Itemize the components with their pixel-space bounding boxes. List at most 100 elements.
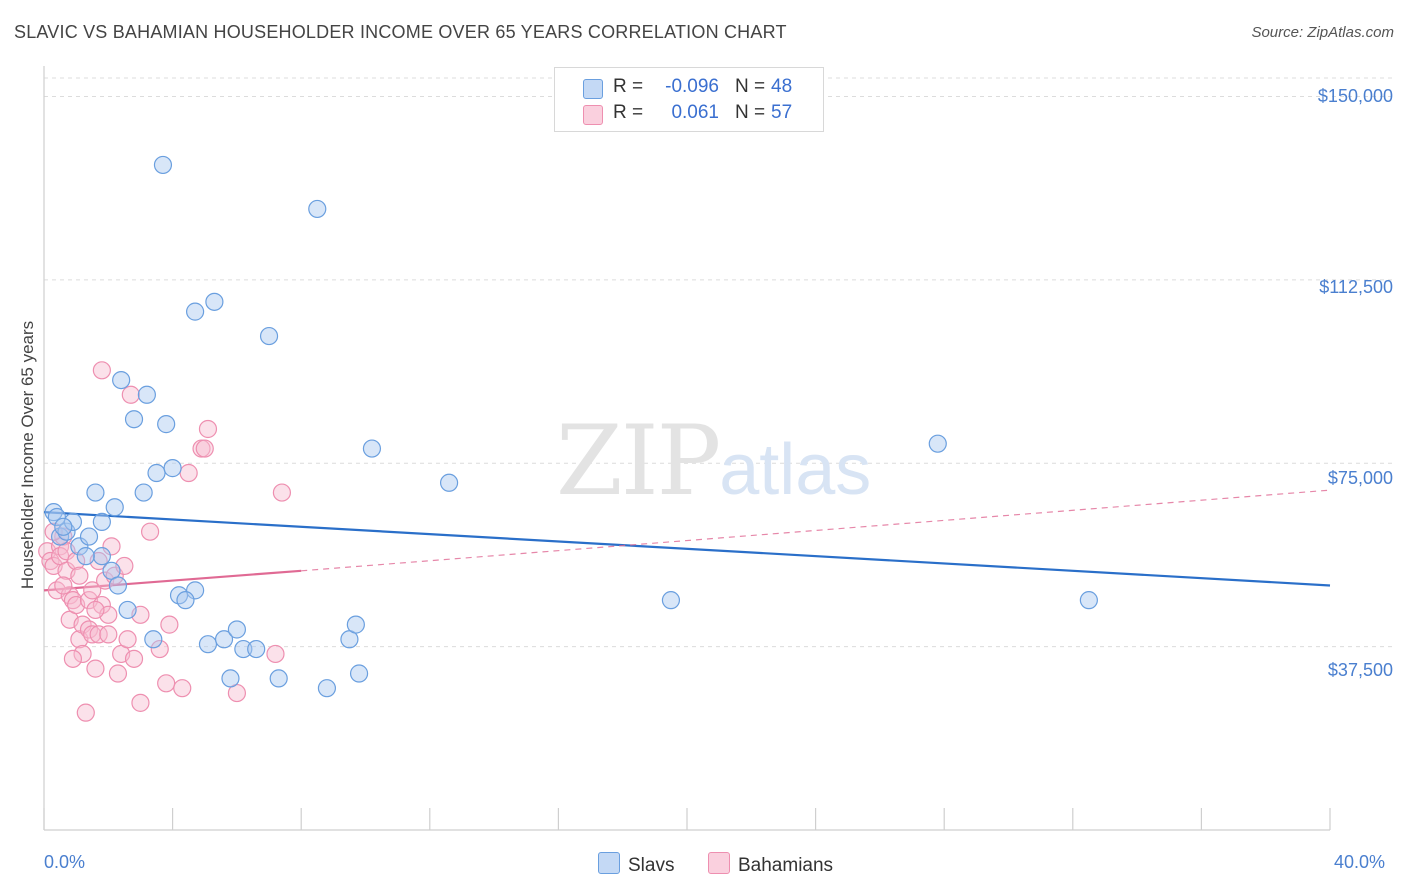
point-bahamians xyxy=(67,551,86,571)
watermark-atlas: atlas xyxy=(719,430,872,510)
legend-swatch-slavs xyxy=(583,79,603,99)
point-bahamians xyxy=(99,625,118,644)
point-slavs xyxy=(70,537,89,556)
point-slavs xyxy=(227,620,246,639)
point-slavs xyxy=(928,434,947,453)
point-slavs xyxy=(269,669,288,688)
point-bahamians xyxy=(118,630,137,649)
axes xyxy=(43,66,1331,831)
point-slavs xyxy=(86,483,105,502)
series-label-bahamians: Bahamians xyxy=(738,855,834,876)
point-bahamians xyxy=(63,591,83,610)
point-slavs xyxy=(186,581,205,600)
series-swatch-bahamians xyxy=(708,852,730,874)
point-slavs xyxy=(176,591,195,610)
point-bahamians xyxy=(105,566,124,585)
point-slavs xyxy=(439,473,459,492)
point-slavs xyxy=(118,600,137,620)
legend-swatch-bahamians xyxy=(583,105,603,125)
point-slavs xyxy=(362,439,382,458)
trend-lines xyxy=(43,489,1331,592)
point-bahamians xyxy=(86,600,105,620)
point-bahamians xyxy=(179,463,198,483)
point-bahamians xyxy=(272,483,292,502)
point-slavs xyxy=(105,498,124,517)
point-bahamians xyxy=(102,537,121,556)
point-bahamians xyxy=(198,419,218,439)
point-bahamians xyxy=(124,649,144,668)
watermark: ZIPatlas xyxy=(556,405,871,517)
point-bahamians xyxy=(108,664,128,683)
series-swatch-slavs xyxy=(598,852,620,874)
source-credit: Source: ZipAtlas.com xyxy=(1251,24,1394,41)
point-slavs xyxy=(198,635,218,654)
point-slavs xyxy=(79,527,99,546)
trend-line-bahamians xyxy=(43,569,302,592)
point-bahamians xyxy=(70,566,89,585)
point-bahamians xyxy=(54,576,73,595)
point-slavs xyxy=(349,664,369,683)
point-slavs xyxy=(63,512,83,532)
point-slavs xyxy=(112,370,131,390)
series-label-slavs: Slavs xyxy=(628,855,675,876)
x-tick-label-min: 0.0% xyxy=(44,852,86,872)
point-slavs xyxy=(124,410,144,429)
point-slavs xyxy=(205,292,224,311)
point-slavs xyxy=(346,615,365,634)
point-bahamians xyxy=(266,644,285,664)
series-legend-slavs: Slavs xyxy=(598,852,674,877)
point-bahamians xyxy=(73,644,92,664)
point-slavs xyxy=(92,547,111,566)
point-bahamians xyxy=(160,615,179,634)
x-tick-label-max: 40.0% xyxy=(1334,852,1386,872)
watermark-zip: ZIP xyxy=(556,405,721,517)
y-tick-label-112500: $112,500 xyxy=(1319,277,1393,297)
point-slavs xyxy=(163,459,182,478)
point-bahamians xyxy=(41,551,60,571)
legend-row-slavs: R = -0.096 N = 48 xyxy=(555,76,823,102)
y-axis-label-wrap: Householder Income Over 65 years xyxy=(16,300,40,610)
point-slavs xyxy=(44,503,63,522)
correlation-legend: R = -0.096 N = 48 R = 0.061 N = 57 xyxy=(554,67,824,132)
point-bahamians xyxy=(83,581,102,600)
point-bahamians xyxy=(140,522,160,541)
point-bahamians xyxy=(89,625,108,644)
point-slavs xyxy=(147,463,166,483)
point-bahamians xyxy=(121,385,140,404)
point-slavs xyxy=(153,155,173,175)
point-bahamians xyxy=(173,679,192,698)
point-slavs xyxy=(1079,591,1098,610)
point-bahamians xyxy=(92,361,111,380)
point-slavs xyxy=(137,385,156,404)
point-slavs xyxy=(214,630,234,649)
legend-n-value: 48 xyxy=(771,76,793,97)
chart-title: SLAVIC VS BAHAMIAN HOUSEHOLDER INCOME OV… xyxy=(14,22,787,42)
trend-line-slavs xyxy=(43,511,1331,587)
point-slavs xyxy=(157,415,176,434)
data-points xyxy=(38,155,1098,722)
point-slavs xyxy=(247,639,266,659)
point-slavs xyxy=(76,547,95,566)
legend-n-label: N = xyxy=(735,76,766,97)
point-slavs xyxy=(57,522,76,541)
point-bahamians xyxy=(131,693,150,712)
series-legend-bahamians: Bahamians xyxy=(708,852,833,877)
point-bahamians xyxy=(76,703,95,722)
point-slavs xyxy=(144,630,163,649)
point-bahamians xyxy=(60,586,79,605)
legend-row-bahamians: R = 0.061 N = 57 xyxy=(555,102,823,128)
point-slavs xyxy=(108,576,128,595)
point-slavs xyxy=(186,302,205,321)
point-slavs xyxy=(259,326,279,346)
point-bahamians xyxy=(63,649,83,668)
legend-r-value: 0.061 xyxy=(671,102,719,123)
point-bahamians xyxy=(86,659,105,678)
y-axis-label: Householder Income Over 65 years xyxy=(18,320,37,590)
y-tick-label-75000: $75,000 xyxy=(1327,468,1393,488)
point-slavs xyxy=(234,639,253,659)
trend-extension-bahamians xyxy=(301,489,1331,572)
point-bahamians xyxy=(150,639,169,659)
legend-r-value: -0.096 xyxy=(665,76,719,97)
gridlines xyxy=(44,77,1394,648)
